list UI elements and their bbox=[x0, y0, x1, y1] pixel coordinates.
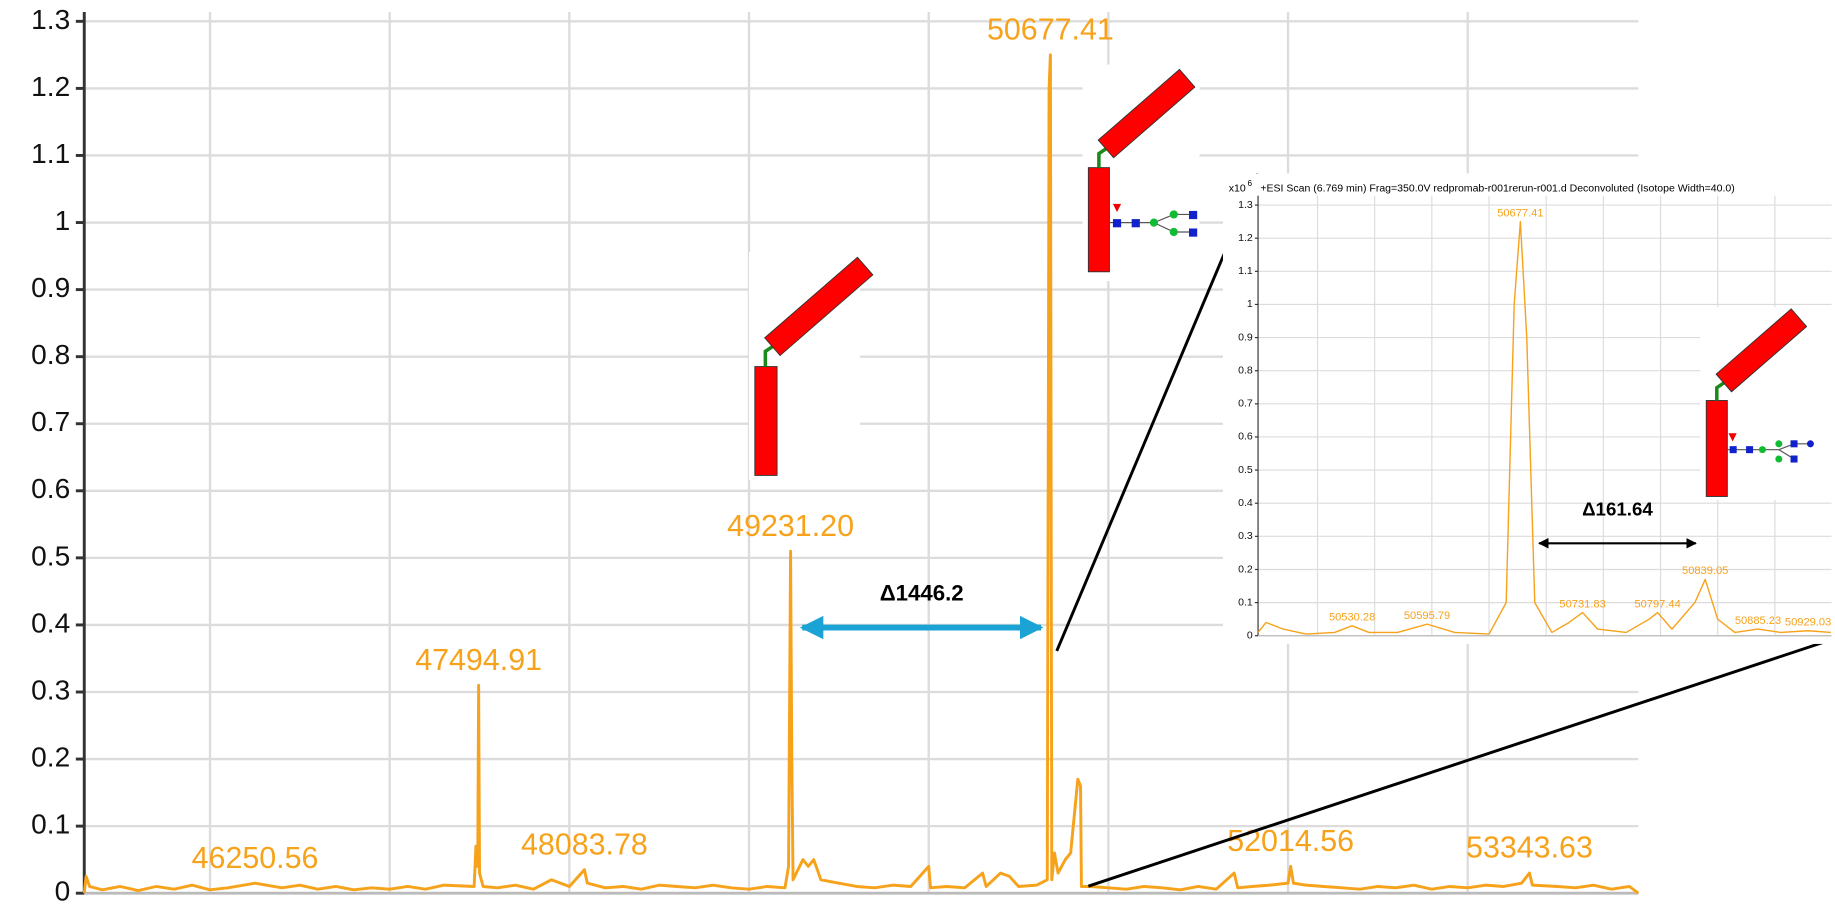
glcnac bbox=[1790, 440, 1798, 448]
y-tick-label: 0.5 bbox=[1238, 464, 1253, 476]
peak-label: 53343.63 bbox=[1466, 831, 1593, 865]
glycan bbox=[1109, 203, 1198, 237]
peak-label: 50595.79 bbox=[1404, 610, 1450, 622]
peak-label: 49231.20 bbox=[727, 509, 854, 543]
y-tick-label: 1.3 bbox=[31, 4, 70, 35]
mannose bbox=[1758, 446, 1766, 454]
y-tick-label: 0.4 bbox=[1238, 497, 1253, 509]
y-tick-label: 0.8 bbox=[31, 339, 70, 370]
inset-scale-exponent: 6 bbox=[1248, 179, 1253, 188]
y-tick-label: 0.4 bbox=[31, 607, 70, 638]
y-tick-label: 0.7 bbox=[31, 406, 70, 437]
peak-label: 50839.05 bbox=[1682, 565, 1728, 577]
fc-chain bbox=[754, 366, 778, 476]
glcnac bbox=[1189, 228, 1198, 237]
peak-label: 50929.03 bbox=[1785, 617, 1831, 629]
y-tick-label: 0.8 bbox=[1238, 364, 1253, 376]
mannose bbox=[1149, 218, 1158, 227]
y-tick-label: 1.2 bbox=[1238, 232, 1253, 244]
peak-label: 50885.23 bbox=[1735, 615, 1781, 627]
fc-chain bbox=[1087, 167, 1110, 273]
peak-label: 50731.83 bbox=[1559, 598, 1605, 610]
antibody-icon bbox=[1082, 64, 1200, 282]
y-tick-label: 0.7 bbox=[1238, 398, 1253, 410]
fucose bbox=[1112, 203, 1122, 213]
antibody-icon bbox=[748, 251, 874, 481]
glcnac bbox=[1131, 219, 1140, 228]
peak-label: 47494.91 bbox=[415, 643, 542, 677]
y-tick-label: 0.6 bbox=[31, 473, 70, 504]
peak-label: 50677.41 bbox=[987, 12, 1114, 46]
peak-label: 50677.41 bbox=[1497, 207, 1543, 219]
glcnac bbox=[1189, 210, 1198, 220]
y-tick-label: 1.2 bbox=[31, 71, 70, 102]
y-tick-label: 0.9 bbox=[31, 272, 70, 303]
y-tick-label: 1.1 bbox=[31, 138, 70, 169]
y-tick-label: 1 bbox=[55, 205, 71, 236]
y-tick-label: 0.3 bbox=[31, 674, 70, 705]
y-tick-label: 0.5 bbox=[31, 540, 70, 571]
fucose bbox=[1728, 433, 1737, 442]
spectrum-line bbox=[1257, 220, 1831, 635]
glycan bbox=[1727, 433, 1814, 463]
glcnac bbox=[1729, 446, 1737, 454]
mannose bbox=[1169, 227, 1178, 237]
zoom-line bbox=[1087, 641, 1823, 888]
peak-label: 52014.56 bbox=[1227, 824, 1354, 858]
mannose bbox=[1169, 210, 1178, 219]
peak-label: 46250.56 bbox=[192, 841, 319, 875]
spectrum-line bbox=[82, 53, 1640, 895]
delta-annotation: Δ161.64 bbox=[1582, 498, 1653, 519]
y-tick-label: 0.1 bbox=[1238, 596, 1253, 608]
fab-arm bbox=[1097, 68, 1196, 159]
y-tick-label: 1.3 bbox=[1238, 199, 1253, 211]
peak-label: 50530.28 bbox=[1329, 612, 1375, 624]
delta-annotation: Δ1446.2 bbox=[880, 581, 964, 606]
y-tick-label: 0.2 bbox=[1238, 563, 1253, 575]
antibody-icon bbox=[1700, 306, 1832, 500]
peak-label: 48083.78 bbox=[521, 827, 648, 861]
fc-chain bbox=[1705, 400, 1728, 497]
glcnac bbox=[1790, 455, 1798, 463]
mannose bbox=[1775, 440, 1783, 448]
y-tick-label: 0.1 bbox=[31, 809, 70, 840]
galactose bbox=[1806, 440, 1814, 448]
y-tick-label: 0 bbox=[1247, 630, 1253, 642]
y-tick-label: 0.2 bbox=[31, 741, 70, 772]
y-tick-label: 0.3 bbox=[1238, 530, 1253, 542]
inset-title: +ESI Scan (6.769 min) Frag=350.0V redpro… bbox=[1260, 182, 1734, 194]
mannose bbox=[1775, 455, 1783, 463]
y-tick-label: 1 bbox=[1247, 298, 1253, 310]
y-tick-label: 0.6 bbox=[1238, 431, 1253, 443]
hinge bbox=[763, 345, 774, 367]
y-tick-label: 0 bbox=[55, 876, 71, 904]
fab-arm bbox=[764, 256, 874, 357]
glcnac bbox=[1746, 446, 1754, 454]
inset-scale-label: x10 bbox=[1229, 182, 1246, 194]
peak-label: 50797.44 bbox=[1634, 598, 1680, 610]
hinge bbox=[1097, 147, 1107, 168]
hinge bbox=[1715, 381, 1725, 401]
y-tick-label: 1.1 bbox=[1238, 265, 1253, 277]
fab-arm bbox=[1715, 308, 1808, 393]
y-tick-label: 0.9 bbox=[1238, 331, 1253, 343]
glcnac bbox=[1112, 219, 1122, 228]
